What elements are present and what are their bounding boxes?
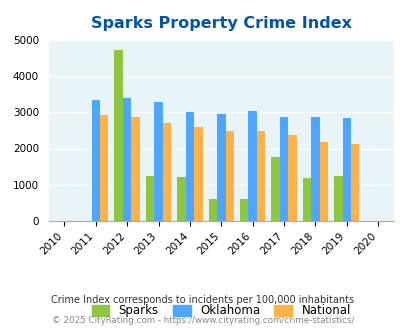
Text: Crime Index corresponds to incidents per 100,000 inhabitants: Crime Index corresponds to incidents per… <box>51 295 354 305</box>
Bar <box>333 177 342 221</box>
Bar <box>185 112 194 221</box>
Bar <box>217 115 225 221</box>
Bar <box>194 127 202 221</box>
Bar <box>123 98 131 221</box>
Bar <box>145 177 154 221</box>
Bar <box>225 131 233 221</box>
Bar <box>350 144 358 221</box>
Title: Sparks Property Crime Index: Sparks Property Crime Index <box>91 16 351 31</box>
Bar <box>319 142 327 221</box>
Bar <box>154 102 162 221</box>
Text: © 2025 CityRating.com - https://www.cityrating.com/crime-statistics/: © 2025 CityRating.com - https://www.city… <box>51 315 354 325</box>
Bar <box>100 115 108 221</box>
Bar <box>208 199 217 221</box>
Bar <box>256 131 265 221</box>
Bar <box>114 50 123 221</box>
Bar <box>248 112 256 221</box>
Bar <box>91 100 100 221</box>
Bar <box>271 157 279 221</box>
Bar <box>310 117 319 221</box>
Legend: Sparks, Oklahoma, National: Sparks, Oklahoma, National <box>87 300 355 322</box>
Bar <box>239 199 248 221</box>
Bar <box>342 118 350 221</box>
Bar <box>279 116 288 221</box>
Bar <box>177 177 185 221</box>
Bar <box>288 135 296 221</box>
Bar <box>302 178 310 221</box>
Bar <box>131 117 139 221</box>
Bar <box>162 123 171 221</box>
